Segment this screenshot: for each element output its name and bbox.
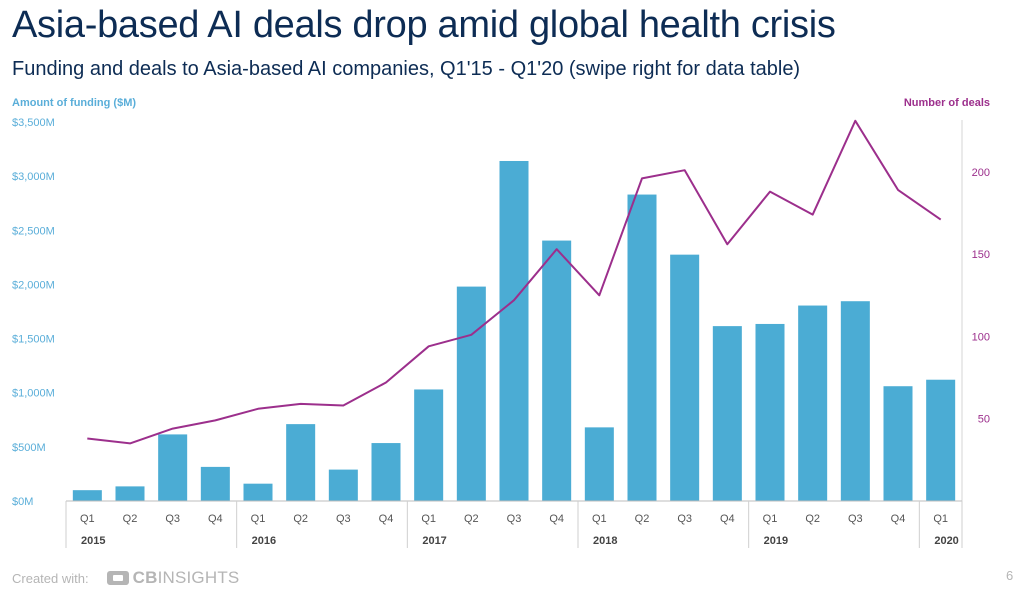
year-label: 2019 (764, 535, 788, 547)
footer: Created with: CBINSIGHTS (12, 568, 239, 588)
cb-insights-logo: CBINSIGHTS (106, 568, 240, 588)
x-tick-label: Q3 (336, 513, 351, 525)
left-tick-label: $0M (12, 496, 33, 508)
funding-bar (158, 434, 188, 501)
logo-light-text: INSIGHTS (157, 568, 240, 587)
x-tick-label: Q4 (379, 513, 394, 525)
left-tick-label: $2,500M (12, 225, 55, 237)
right-tick-label: 200 (972, 167, 990, 179)
created-with-label: Created with: (12, 570, 89, 586)
year-label: 2017 (422, 535, 446, 547)
right-tick-label: 50 (978, 414, 990, 426)
funding-bar (670, 254, 700, 501)
funding-bar (712, 326, 742, 501)
right-axis-title: Number of deals (904, 97, 990, 109)
page-subtitle: Funding and deals to Asia-based AI compa… (12, 58, 801, 80)
logo-bold-text: CB (132, 568, 158, 587)
left-tick-label: $1,500M (12, 334, 55, 346)
year-label: 2018 (593, 535, 617, 547)
funding-bar (798, 305, 828, 501)
x-tick-label: Q4 (208, 513, 223, 525)
year-label: 2016 (252, 535, 276, 547)
deals-line (87, 119, 942, 445)
funding-bar (840, 301, 870, 501)
year-label: 2020 (934, 535, 958, 547)
funding-bar (328, 469, 358, 501)
funding-bar (883, 386, 913, 501)
funding-bar (200, 466, 230, 501)
x-tick-label: Q2 (293, 513, 308, 525)
x-tick-label: Q2 (123, 513, 138, 525)
x-tick-label: Q2 (464, 513, 479, 525)
x-tick-label: Q1 (592, 513, 607, 525)
right-tick-label: 100 (972, 331, 990, 343)
x-tick-label: Q1 (421, 513, 436, 525)
funding-bar (371, 443, 401, 501)
funding-bar (542, 240, 572, 501)
x-tick-label: Q2 (805, 513, 820, 525)
x-tick-label: Q2 (635, 513, 650, 525)
funding-bar (627, 194, 657, 501)
funding-bar (499, 160, 529, 502)
funding-bar (72, 490, 102, 501)
x-tick-label: Q1 (251, 513, 266, 525)
year-label: 2015 (81, 535, 105, 547)
page-title: Asia-based AI deals drop amid global hea… (12, 4, 836, 46)
right-tick-label: 150 (972, 249, 990, 261)
x-tick-label: Q1 (763, 513, 778, 525)
left-tick-label: $3,500M (12, 117, 55, 129)
left-tick-label: $3,000M (12, 171, 55, 183)
x-tick-label: Q4 (549, 513, 564, 525)
x-tick-label: Q3 (848, 513, 863, 525)
left-axis-title: Amount of funding ($M) (12, 97, 136, 109)
funding-bar (414, 389, 444, 501)
x-tick-label: Q4 (720, 513, 735, 525)
funding-bar (584, 427, 614, 501)
left-tick-label: $500M (12, 442, 46, 454)
x-tick-label: Q3 (677, 513, 692, 525)
funding-bar (243, 483, 273, 501)
x-tick-label: Q3 (507, 513, 522, 525)
funding-bar (755, 323, 785, 501)
funding-bar (926, 379, 956, 501)
x-tick-label: Q1 (80, 513, 95, 525)
funding-bar (115, 486, 145, 501)
cb-insights-logo-icon (106, 571, 129, 585)
funding-bar (456, 286, 486, 501)
funding-bar (286, 424, 316, 501)
left-tick-label: $2,000M (12, 279, 55, 291)
x-tick-label: Q1 (933, 513, 948, 525)
page-number: 6 (1006, 568, 1014, 583)
x-tick-label: Q4 (891, 513, 906, 525)
x-tick-label: Q3 (165, 513, 180, 525)
left-tick-label: $1,000M (12, 388, 55, 400)
